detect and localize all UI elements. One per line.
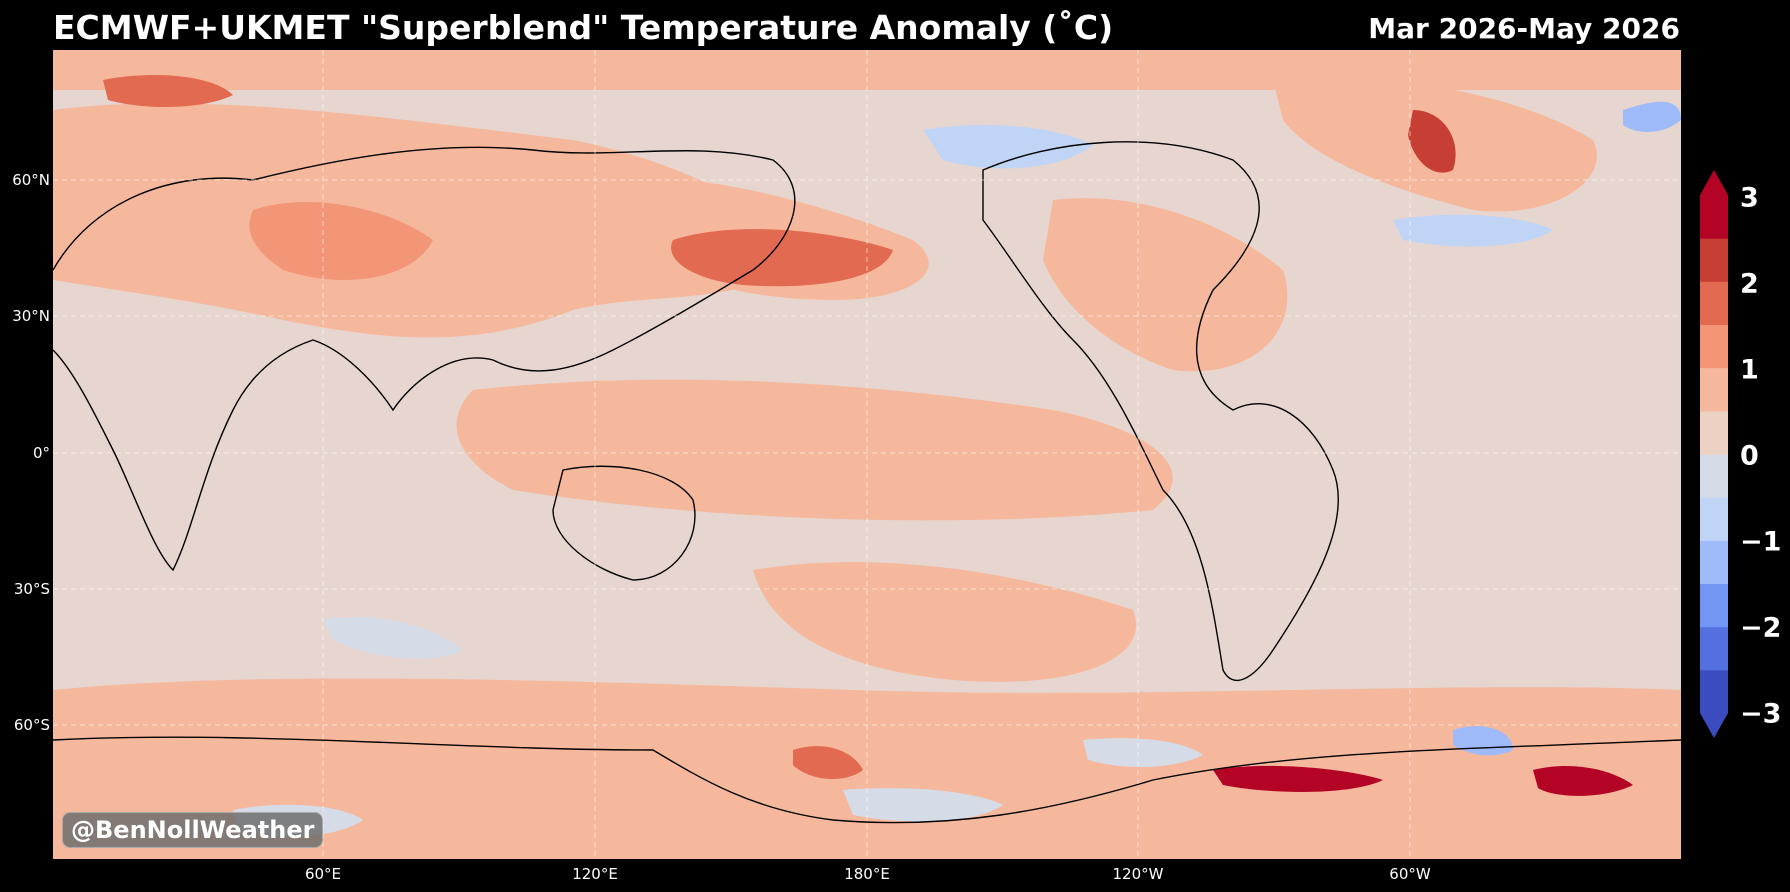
watermark: @BenNollWeather [62, 812, 324, 848]
colorbar-tick-neg3: −3 [1740, 698, 1782, 730]
colorbar-band [1700, 281, 1728, 325]
lat-label-60n: 60°N [12, 171, 50, 189]
colorbar-tick-0: 0 [1740, 440, 1759, 472]
colorbar [1700, 170, 1728, 738]
colorbar-band [1700, 454, 1728, 498]
colorbar-band [1700, 497, 1728, 541]
lon-label-120w: 120°W [1112, 865, 1164, 883]
americas-outline [982, 141, 1339, 682]
lon-label-180e: 180°E [844, 865, 890, 883]
colorbar-tick-2: 2 [1740, 268, 1759, 300]
colorbar-band [1700, 324, 1728, 369]
warm-anomaly-regions [53, 50, 1681, 859]
colorbar-band [1700, 540, 1728, 584]
lon-label-120e: 120°E [572, 865, 618, 883]
colorbar-band [1700, 195, 1728, 239]
lat-label-30s: 30°S [13, 580, 50, 598]
anomaly-map [53, 50, 1681, 859]
colorbar-tick-neg2: −2 [1740, 612, 1782, 644]
colorbar-band [1700, 238, 1728, 282]
coastlines [53, 141, 1681, 824]
lon-label-60e: 60°E [304, 865, 342, 883]
colorbar-band [1700, 410, 1728, 455]
graticule [53, 50, 1681, 859]
colorbar-tick-3: 3 [1740, 182, 1759, 214]
australia-outline [552, 465, 696, 581]
colorbar-band [1700, 367, 1728, 412]
antarctica-outline [53, 736, 1681, 824]
colorbar-band [1700, 626, 1728, 671]
colorbar-tick-1: 1 [1740, 354, 1759, 386]
lat-label-60s: 60°S [13, 716, 50, 734]
colorbar-band [1700, 583, 1728, 628]
map-title: ECMWF+UKMET "Superblend" Temperature Ano… [53, 8, 1114, 47]
lon-label-60w: 60°W [1389, 865, 1431, 883]
lat-label-30n: 30°N [12, 307, 50, 325]
eurasia-africa-outline [53, 146, 796, 572]
colorbar-max-arrow [1700, 170, 1728, 195]
forecast-period: Mar 2026-May 2026 [1368, 12, 1680, 45]
colorbar-min-arrow [1700, 713, 1728, 738]
cool-anomaly-regions [233, 101, 1681, 837]
colorbar-band [1700, 669, 1728, 714]
colorbar-tick-neg1: −1 [1740, 526, 1782, 558]
colorbar-bands [1700, 195, 1728, 714]
lat-label-equator: 0° [32, 444, 50, 462]
anomaly-field [53, 50, 1681, 859]
